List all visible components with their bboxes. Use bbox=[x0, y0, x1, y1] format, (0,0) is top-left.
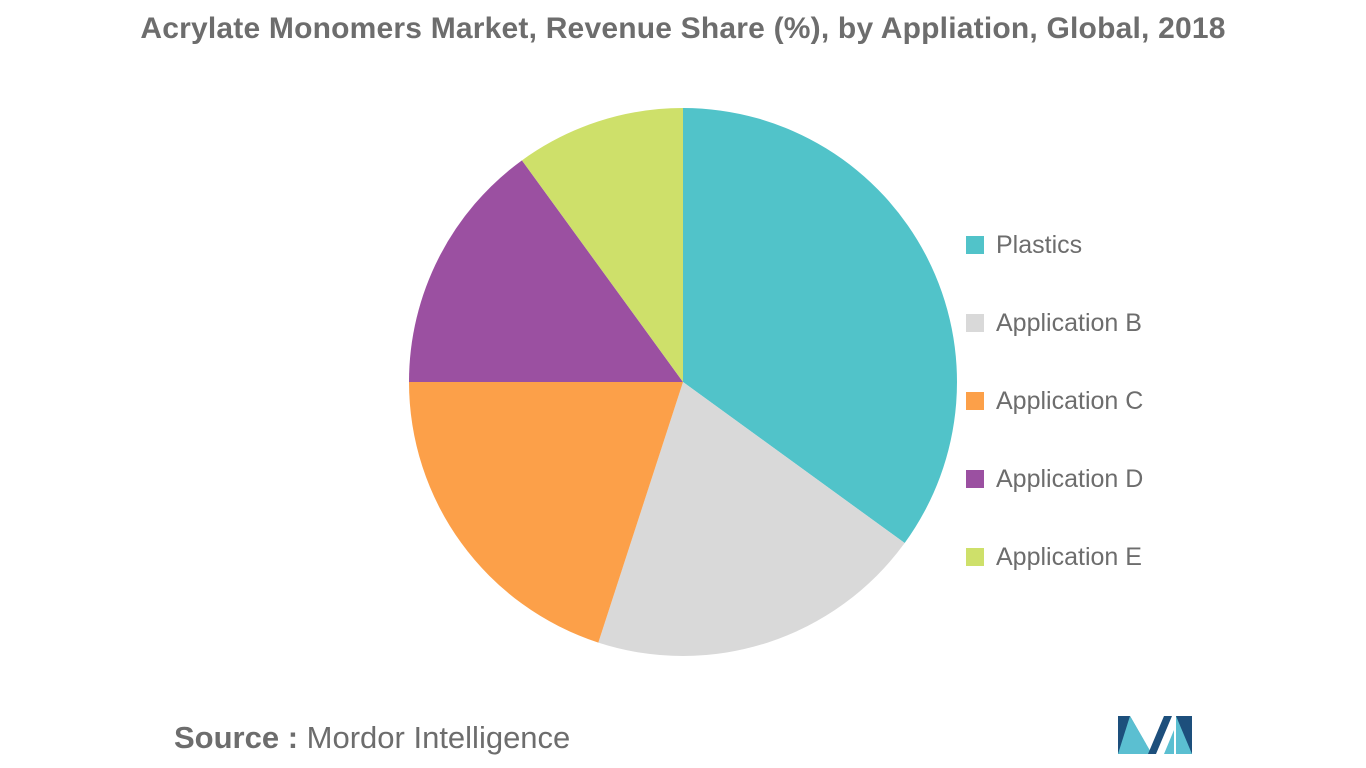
legend-label: Plastics bbox=[996, 230, 1083, 259]
legend-item-application-b: Application B bbox=[966, 284, 1143, 362]
pie-slices bbox=[409, 108, 957, 656]
legend-swatch bbox=[966, 548, 984, 566]
pie-slice-application-b bbox=[598, 382, 905, 656]
pie-slice-application-d bbox=[409, 160, 683, 382]
legend-label: Application E bbox=[996, 542, 1142, 571]
pie-slice-application-c bbox=[409, 382, 683, 643]
legend-swatch bbox=[966, 314, 984, 332]
legend-swatch bbox=[966, 392, 984, 410]
pie-slice-application-e bbox=[521, 108, 683, 382]
chart-legend: Plastics Application B Application C App… bbox=[966, 206, 1143, 596]
mordor-intelligence-logo bbox=[1118, 716, 1192, 754]
legend-item-plastics: Plastics bbox=[966, 206, 1143, 284]
logo-middle-part bbox=[1148, 716, 1172, 754]
chart-title: Acrylate Monomers Market, Revenue Share … bbox=[140, 12, 1226, 45]
legend-label: Application C bbox=[996, 386, 1144, 415]
legend-label: Application B bbox=[996, 308, 1142, 337]
logo-right-light-part bbox=[1164, 730, 1174, 754]
source-note: Source : Mordor Intelligence bbox=[174, 720, 570, 756]
logo-left-light-part bbox=[1118, 716, 1152, 754]
legend-swatch bbox=[966, 470, 984, 488]
pie-slice-plastics bbox=[683, 108, 957, 544]
legend-item-application-c: Application C bbox=[966, 362, 1143, 440]
legend-item-application-d: Application D bbox=[966, 440, 1143, 518]
legend-item-application-e: Application E bbox=[966, 518, 1143, 596]
logo-right-accent-part bbox=[1176, 716, 1192, 754]
legend-label: Application D bbox=[996, 464, 1144, 493]
source-label: Source : bbox=[174, 720, 299, 755]
source-text: Mordor Intelligence bbox=[306, 720, 571, 755]
legend-swatch bbox=[966, 236, 984, 254]
